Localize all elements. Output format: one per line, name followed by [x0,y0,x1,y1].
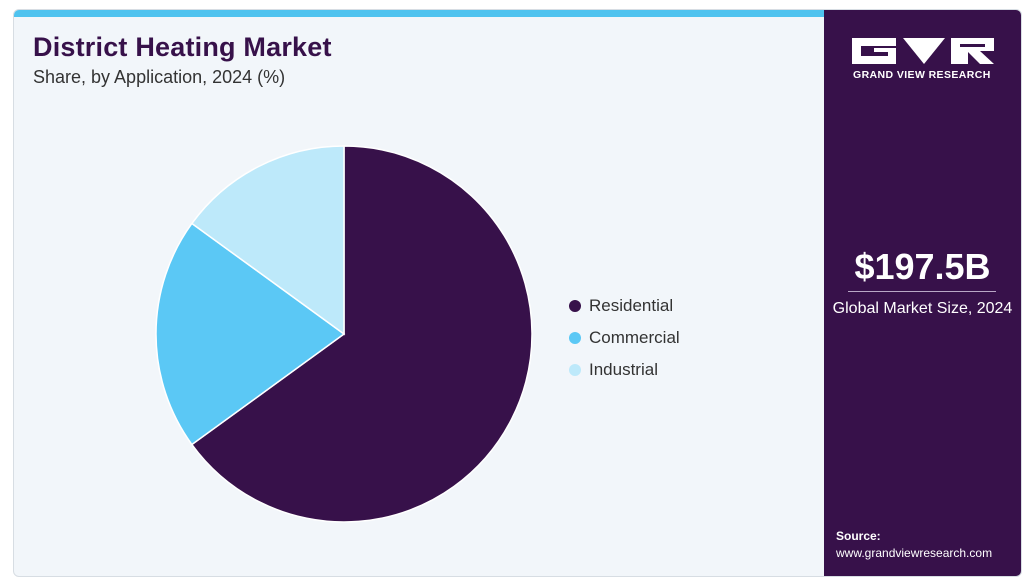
chart-subtitle: Share, by Application, 2024 (%) [33,67,286,87]
accent-bar [14,10,824,17]
grand-view-research-logo [852,38,994,64]
legend-dot-industrial [569,364,581,376]
chart-title: District Heating Market [33,32,332,62]
pie-slices [155,145,533,523]
legend-item-industrial: Industrial [569,354,680,386]
side-panel: GRAND VIEW RESEARCH $197.5B Global Marke… [824,10,1021,576]
source-note: Source: www.grandviewresearch.com [836,528,992,562]
legend-item-commercial: Commercial [569,322,680,354]
chart-card: District Heating Market Share, by Applic… [13,9,1022,577]
legend-label-commercial: Commercial [589,328,680,347]
pie-slice-residential [190,145,533,523]
pie-slice-commercial [155,222,346,446]
source-label: Source: [836,529,881,543]
legend: Residential Commercial Industrial [569,290,680,386]
source-link[interactable]: www.grandviewresearch.com [836,546,993,560]
legend-label-residential: Residential [589,296,674,315]
pie-chart [155,145,533,523]
legend-item-residential: Residential [569,290,680,322]
legend-dot-residential [569,300,581,312]
market-size-label: Global Market Size, 2024 [832,300,1013,317]
market-size-value: $197.5B [854,246,991,287]
legend-label-industrial: Industrial [589,360,658,379]
stat-divider [848,291,996,292]
legend-dot-commercial [569,332,581,344]
brand-name: GRAND VIEW RESEARCH [853,69,991,81]
pie-slice-industrial [190,145,345,336]
